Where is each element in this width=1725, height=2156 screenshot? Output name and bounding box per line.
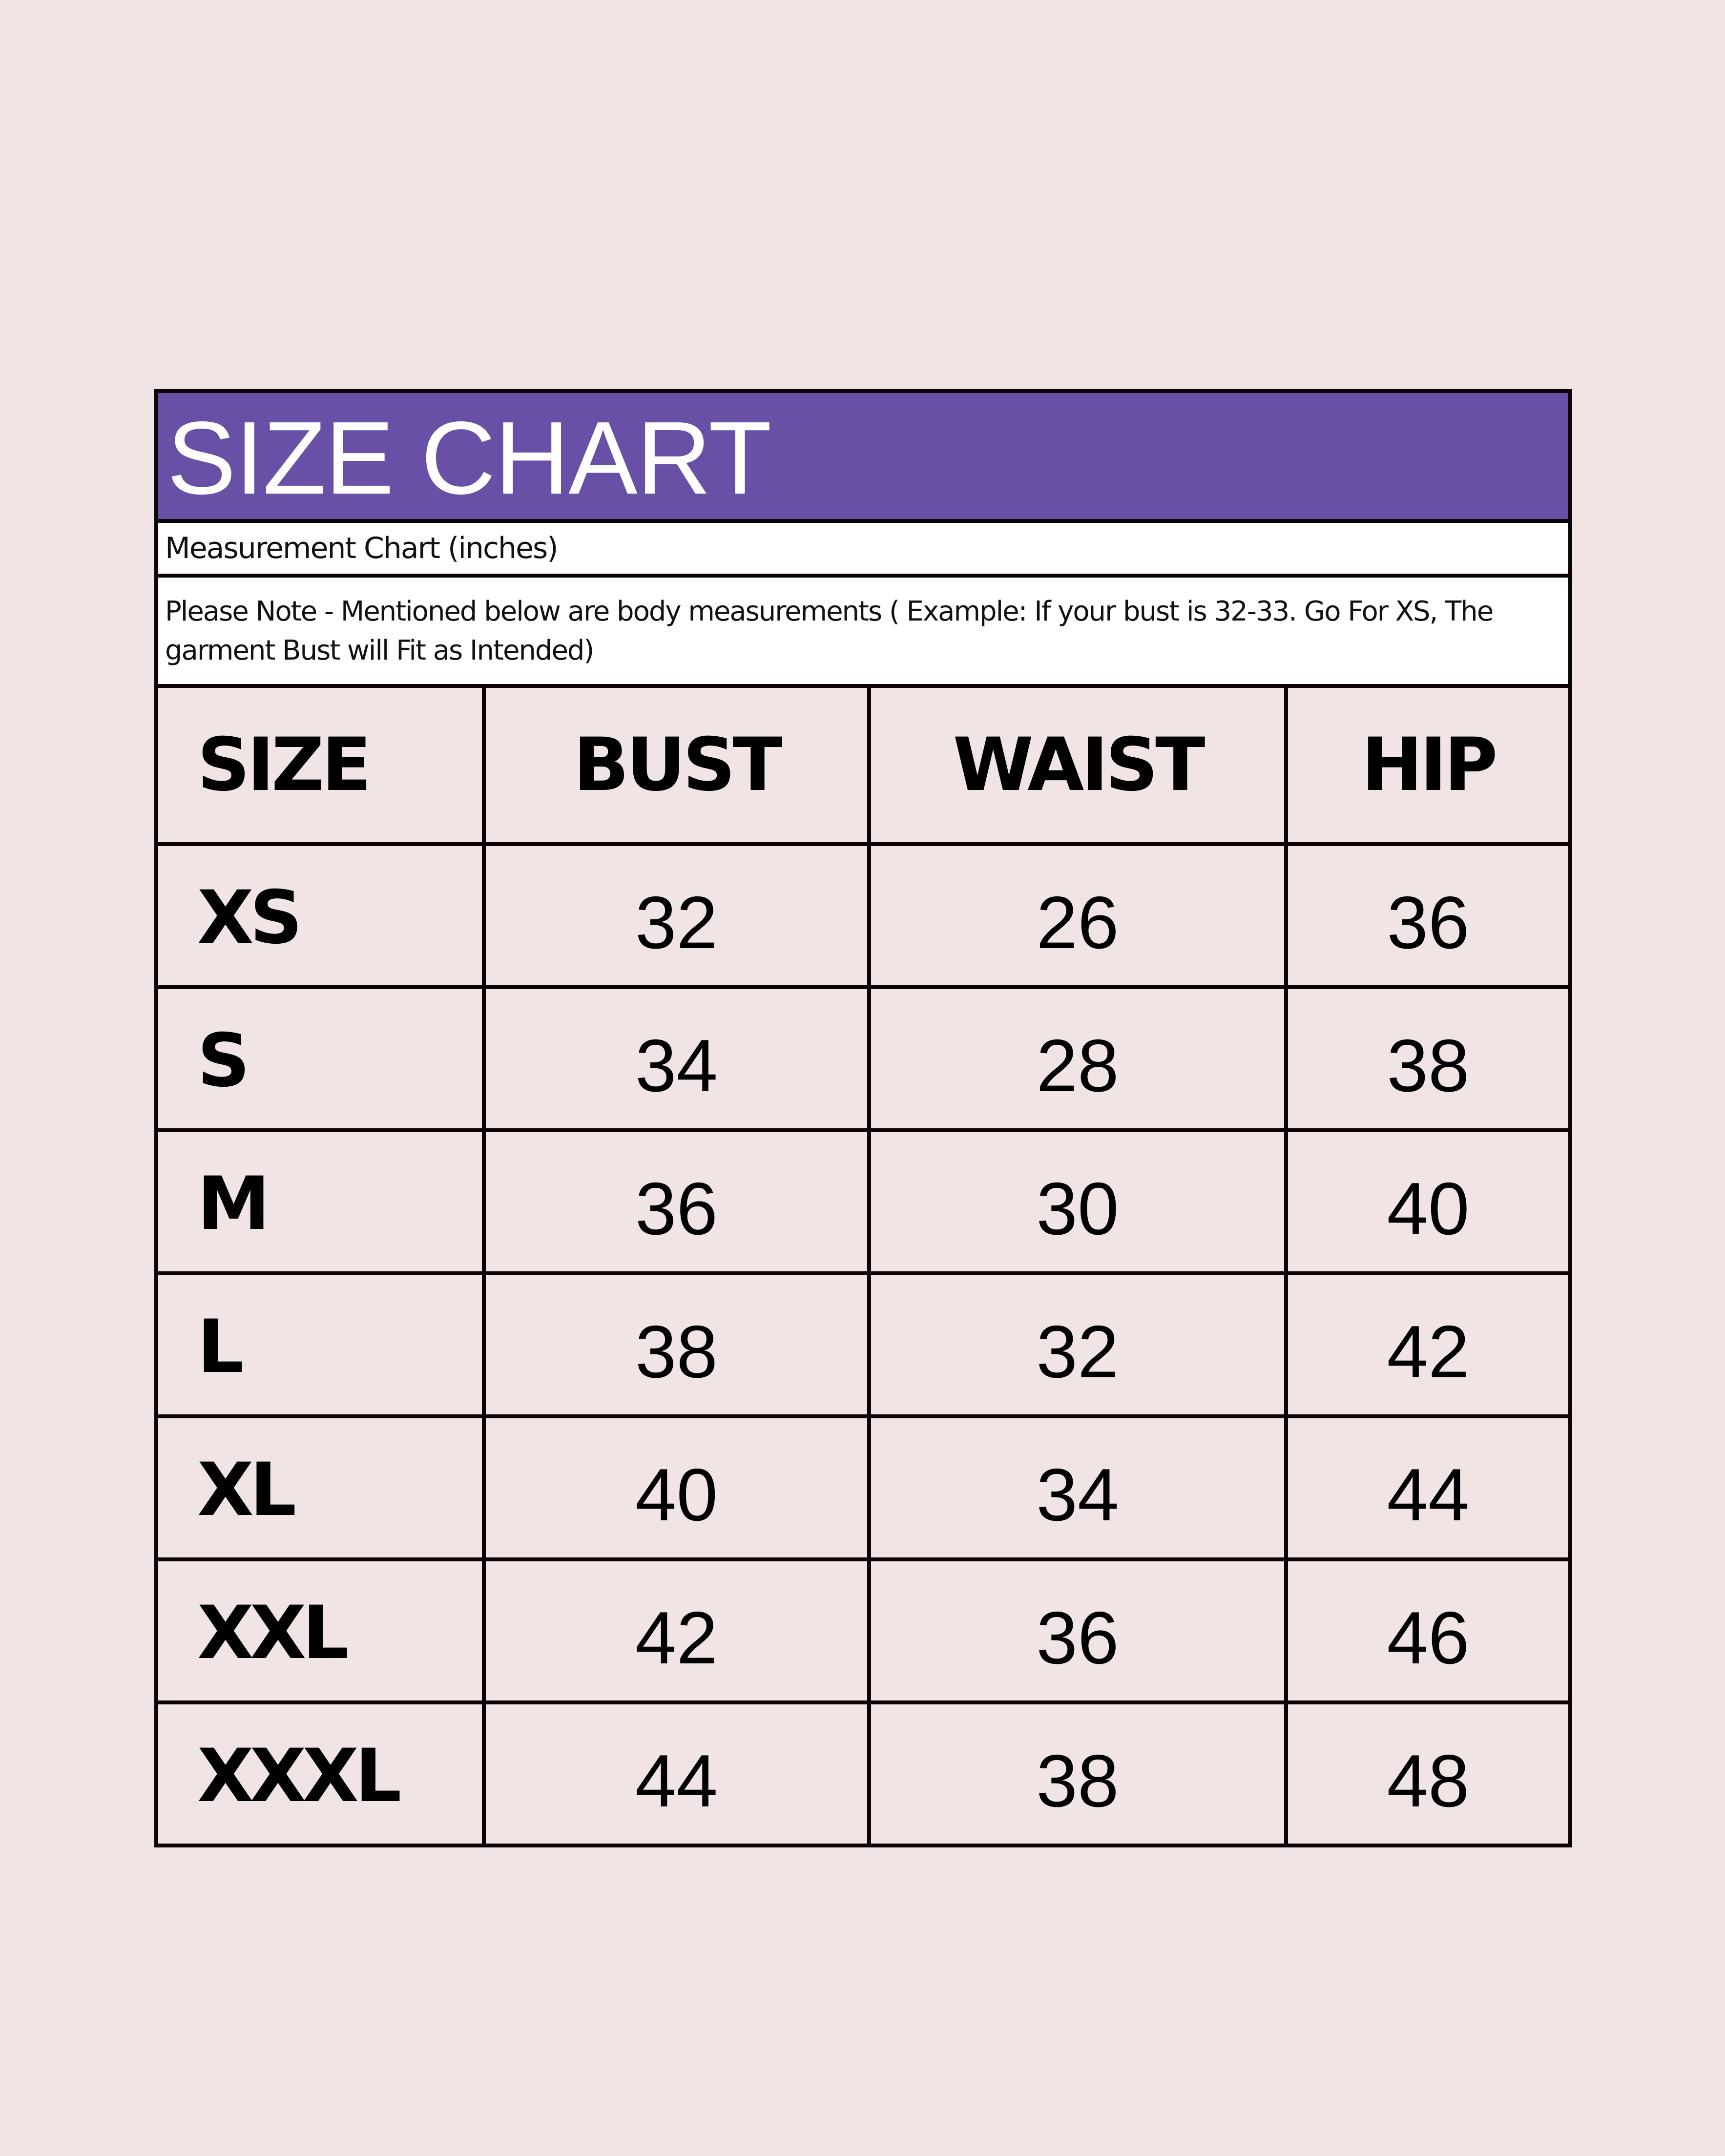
bust-cell: 44 xyxy=(482,1700,871,1844)
header-row: SIZE BUST WAIST HIP xyxy=(158,688,1568,846)
waist-cell: 36 xyxy=(867,1557,1288,1704)
table-row: XXL 42 36 46 xyxy=(158,1557,1568,1704)
hip-cell: 42 xyxy=(1284,1271,1568,1418)
waist-cell: 28 xyxy=(867,985,1288,1132)
hip-cell: 44 xyxy=(1284,1414,1568,1561)
size-cell: M xyxy=(158,1128,486,1275)
size-table: SIZE BUST WAIST HIP XS 32 26 36 S 34 28 38 M 36 30… xyxy=(158,688,1568,1844)
table-row: XS 32 26 36 xyxy=(158,844,1568,989)
size-cell: L xyxy=(158,1271,486,1418)
size-chart: SIZE CHART Measurement Chart (inches) Pl… xyxy=(154,389,1572,1847)
waist-cell: 26 xyxy=(867,844,1288,989)
size-cell: XS xyxy=(158,844,486,989)
waist-cell: 34 xyxy=(867,1414,1288,1561)
hip-cell: 40 xyxy=(1284,1128,1568,1275)
waist-cell: 30 xyxy=(867,1128,1288,1275)
hip-cell: 38 xyxy=(1284,985,1568,1132)
chart-title: SIZE CHART xyxy=(158,393,1568,523)
waist-cell: 38 xyxy=(867,1700,1288,1844)
table-row: S 34 28 38 xyxy=(158,985,1568,1132)
hip-cell: 46 xyxy=(1284,1557,1568,1704)
column-header-size: SIZE xyxy=(158,688,486,846)
column-header-waist: WAIST xyxy=(867,688,1288,846)
bust-cell: 42 xyxy=(482,1557,871,1704)
bust-cell: 38 xyxy=(482,1271,871,1418)
table-row: M 36 30 40 xyxy=(158,1128,1568,1275)
waist-cell: 32 xyxy=(867,1271,1288,1418)
chart-subtitle: Measurement Chart (inches) xyxy=(158,523,1568,578)
size-cell: XXXL xyxy=(158,1700,486,1844)
bust-cell: 34 xyxy=(482,985,871,1132)
table-row: XXXL 44 38 48 xyxy=(158,1700,1568,1844)
hip-cell: 36 xyxy=(1284,844,1568,989)
bust-cell: 32 xyxy=(482,844,871,989)
measurement-note: Please Note - Mentioned below are body m… xyxy=(158,578,1568,688)
table-row: L 38 32 42 xyxy=(158,1271,1568,1418)
size-cell: XXL xyxy=(158,1557,486,1704)
size-cell: XL xyxy=(158,1414,486,1561)
column-header-hip: HIP xyxy=(1284,688,1568,846)
bust-cell: 40 xyxy=(482,1414,871,1561)
column-header-bust: BUST xyxy=(482,688,871,846)
size-cell: S xyxy=(158,985,486,1132)
hip-cell: 48 xyxy=(1284,1700,1568,1844)
table-row: XL 40 34 44 xyxy=(158,1414,1568,1561)
bust-cell: 36 xyxy=(482,1128,871,1275)
